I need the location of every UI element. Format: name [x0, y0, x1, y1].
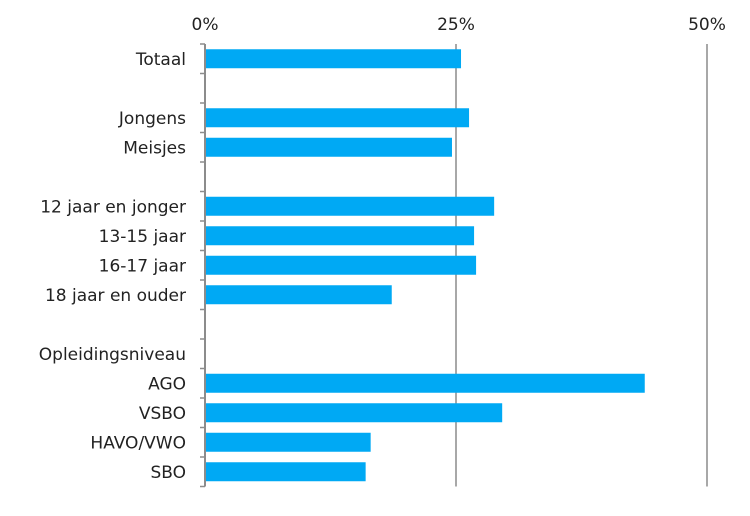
- bar: [206, 137, 452, 157]
- category-label: SBO: [150, 463, 186, 483]
- category-label: 16-17 jaar: [99, 256, 186, 276]
- category-label: VSBO: [139, 404, 186, 424]
- category-label: HAVO/VWO: [90, 433, 186, 453]
- category-label: Opleidingsniveau: [39, 345, 186, 365]
- category-label: 12 jaar en jonger: [40, 197, 186, 217]
- category-label: Totaal: [135, 50, 186, 70]
- category-label: Jongens: [118, 109, 186, 129]
- bar: [206, 403, 503, 423]
- x-tick-label: 25%: [437, 15, 475, 35]
- x-tick-label: 0%: [192, 15, 219, 35]
- bar: [206, 462, 366, 482]
- category-label: 13-15 jaar: [99, 227, 186, 247]
- x-tick-label: 50%: [688, 15, 726, 35]
- category-label: 18 jaar en ouder: [45, 286, 186, 306]
- bar: [206, 49, 462, 69]
- bar: [206, 226, 475, 246]
- bar: [206, 373, 645, 393]
- category-label: Meisjes: [123, 138, 186, 158]
- bar: [206, 255, 477, 275]
- bar: [206, 108, 470, 128]
- bar: [206, 285, 392, 305]
- bar: [206, 196, 495, 216]
- bar: [206, 432, 371, 452]
- category-label: AGO: [148, 374, 186, 394]
